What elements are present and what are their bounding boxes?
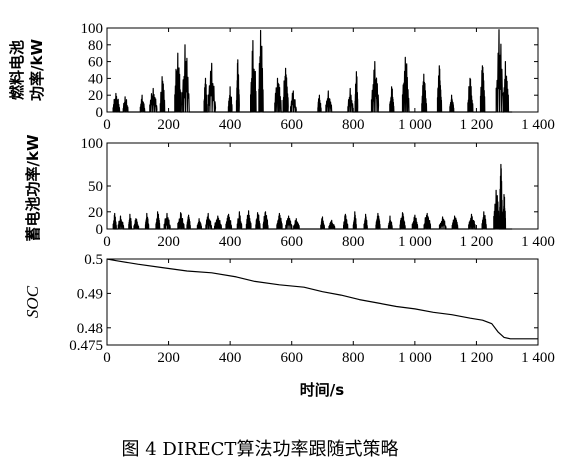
y-tick-label: 0.475: [69, 338, 103, 354]
x-tick-label: 400: [219, 234, 242, 250]
x-tick-label: 200: [157, 234, 180, 250]
x-tick-label: 1 200: [460, 117, 494, 133]
y-tick-label: 0: [96, 105, 104, 121]
x-tick-label: 1 400: [521, 117, 555, 133]
y-tick-label: 80: [88, 38, 103, 54]
soc-ylabel: SOC: [23, 285, 42, 318]
battery-ylabel: 蓄电池功率/kW: [24, 134, 42, 241]
battery-power-panel: 0 200 400 600 800 1 000 1 200 1 400 020 50 100 蓄电…: [24, 134, 555, 250]
fuel-cell-power-panel: 0 200 400 600 800 1 000 1 200 1 400 02040608010…: [8, 21, 555, 133]
x-tick-label: 600: [280, 350, 303, 366]
x-tick-label: 1 200: [460, 350, 494, 366]
soc-panel: 0 200 400 600 800 1 000 1 200 1 400 0.4750.480.…: [23, 252, 555, 366]
x-tick-label: 800: [342, 117, 365, 133]
fuel-cell-ylabel-line1: 燃料电池: [8, 40, 26, 100]
y-tick-label: 20: [88, 205, 103, 221]
x-tick-label: 1 000: [398, 234, 432, 250]
soc-x-ticks: 0 200 400 600 800 1 000 1 200 1 400: [103, 259, 555, 366]
x-tick-label: 0: [103, 117, 111, 133]
soc-plot-frame: [106, 258, 539, 346]
y-tick-label: 0.5: [84, 252, 103, 268]
battery-y-ticks: 020 50 100: [81, 136, 538, 238]
y-tick-label: 100: [81, 21, 104, 37]
x-tick-label: 0: [103, 350, 111, 366]
fuel-cell-power-trace: [112, 29, 513, 113]
x-tick-label: 400: [219, 117, 242, 133]
x-tick-label: 1 400: [521, 234, 555, 250]
x-tick-label: 1 200: [460, 234, 494, 250]
y-tick-label: 60: [88, 55, 103, 71]
y-tick-label: 40: [88, 71, 103, 87]
fuel-cell-plot-frame: [106, 27, 539, 113]
x-tick-label: 0: [103, 234, 111, 250]
x-tick-label: 600: [280, 117, 303, 133]
battery-power-trace: [112, 163, 513, 230]
x-tick-label: 200: [157, 350, 180, 366]
x-tick-label: 1 000: [398, 117, 432, 133]
x-tick-label: 800: [342, 350, 365, 366]
y-tick-label: 50: [88, 179, 103, 195]
y-tick-label: 20: [88, 88, 103, 104]
y-tick-label: 100: [81, 136, 104, 152]
x-tick-label: 800: [342, 234, 365, 250]
figure-caption: 图 4 DIRECT算法功率跟随式策略: [122, 439, 399, 460]
x-tick-label: 1 400: [521, 350, 555, 366]
y-tick-label: 0: [96, 222, 104, 238]
y-tick-label: 0.49: [77, 286, 103, 302]
fuel-cell-ylabel-line2: 功率/kW: [28, 39, 46, 101]
battery-plot-frame: [106, 142, 539, 230]
battery-x-ticks: 0 200 400 600 800 1 000 1 200 1 400: [103, 143, 555, 250]
fuel-cell-x-ticks: 0 200 400 600 800 1 000 1 200 1 400: [103, 28, 555, 133]
x-axis-label: 时间/s: [300, 381, 344, 399]
x-tick-label: 200: [157, 117, 180, 133]
x-tick-label: 400: [219, 350, 242, 366]
y-tick-label: 0.48: [77, 321, 103, 337]
x-tick-label: 600: [280, 234, 303, 250]
x-tick-label: 1 000: [398, 350, 432, 366]
soc-trace: [106, 258, 538, 340]
